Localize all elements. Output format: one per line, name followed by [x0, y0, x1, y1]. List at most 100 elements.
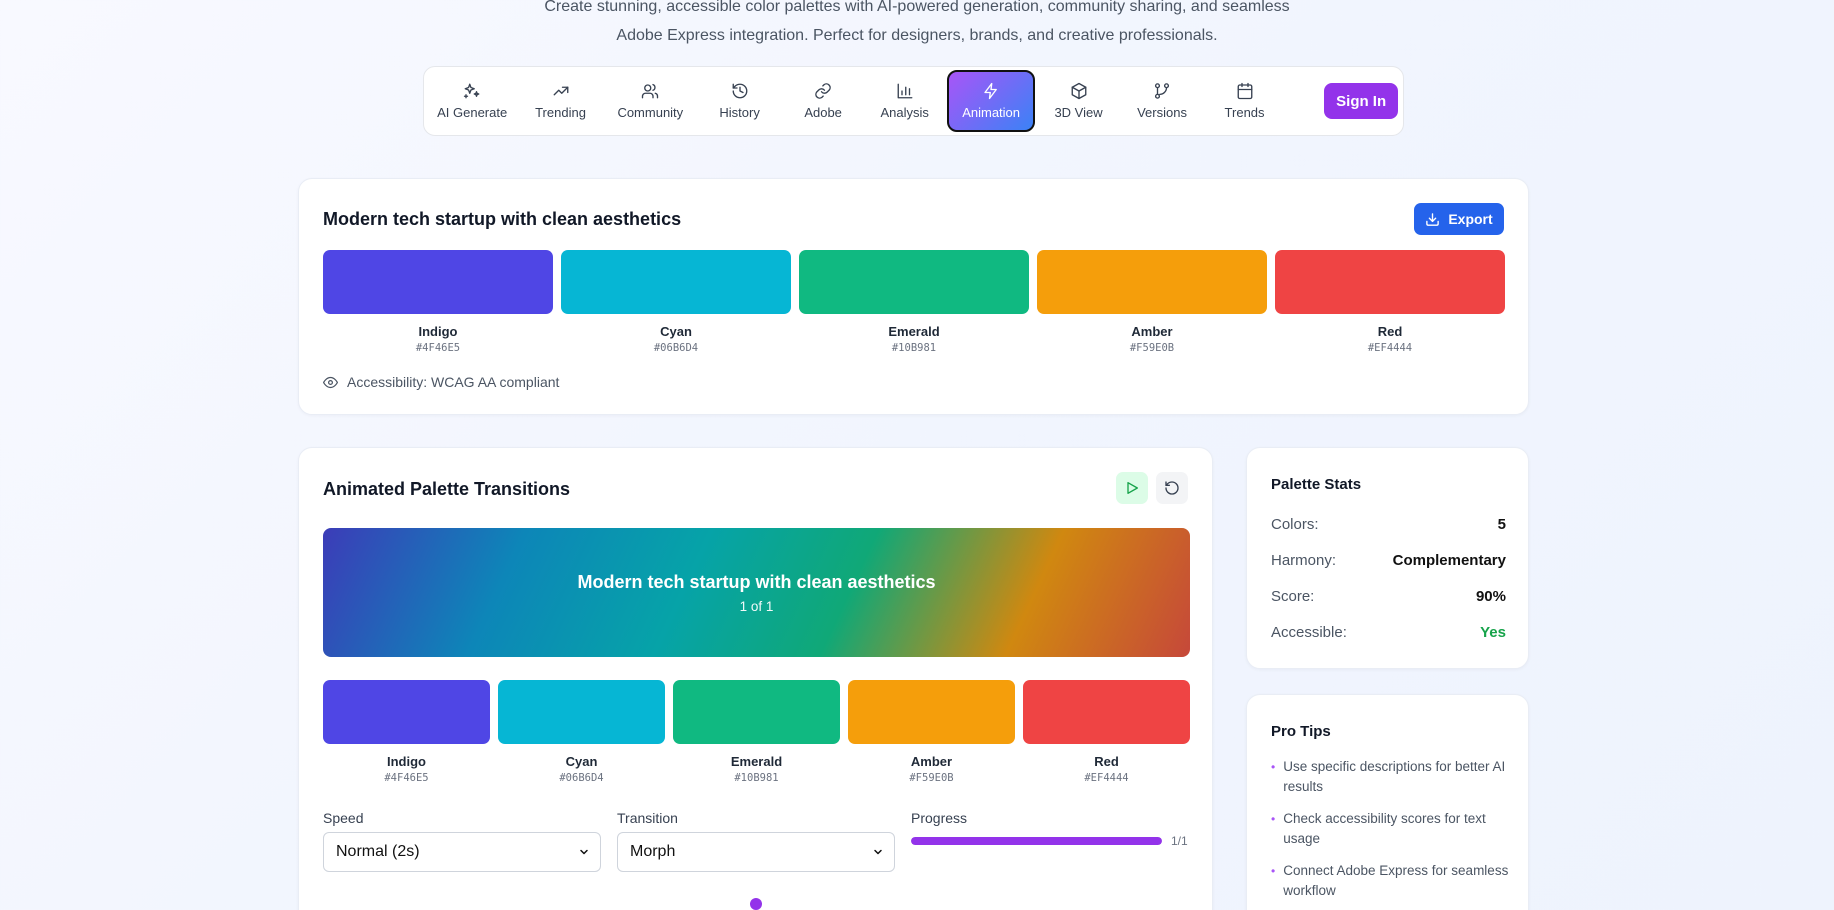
git-branch-icon [1154, 83, 1170, 99]
anim-swatch-indigo: Indigo #4F46E5 [323, 680, 490, 784]
sign-in-button[interactable]: Sign In [1324, 83, 1398, 119]
swatch-hex: #06B6D4 [653, 342, 699, 354]
animation-preview: Modern tech startup with clean aesthetic… [323, 528, 1190, 657]
swatch-emerald[interactable]: Emerald #10B981 [799, 250, 1029, 354]
nav-adobe[interactable]: Adobe [784, 70, 862, 132]
palette-swatches: Indigo #4F46E5 Cyan #06B6D4 Emerald #10B… [323, 250, 1505, 354]
transition-select[interactable]: Morph [617, 832, 895, 872]
swatch-block[interactable] [1037, 250, 1267, 314]
nav-label: Adobe [804, 105, 842, 120]
swatch-indigo[interactable]: Indigo #4F46E5 [323, 250, 553, 354]
users-icon [642, 83, 659, 99]
animation-title: Animated Palette Transitions [323, 479, 571, 499]
nav-animation[interactable]: Animation [947, 70, 1035, 132]
swatch-cyan[interactable]: Cyan #06B6D4 [561, 250, 791, 354]
export-label: Export [1448, 211, 1493, 227]
nav-ai-generate[interactable]: AI Generate [429, 70, 515, 132]
sparkles-icon [463, 83, 480, 99]
progress-bar [911, 837, 1162, 845]
play-button[interactable] [1116, 472, 1148, 504]
swatch-amber[interactable]: Amber #F59E0B [1037, 250, 1267, 354]
swatch-name: Cyan [565, 754, 598, 769]
intro-text: Create stunning, accessible color palett… [0, 0, 1834, 50]
animation-card: Animated Palette Transitions Modern tech… [298, 447, 1213, 910]
nav-trends[interactable]: Trends [1204, 70, 1285, 132]
swatch-block [848, 680, 1015, 744]
swatch-block [498, 680, 665, 744]
bullet-icon: • [1271, 760, 1276, 774]
anim-swatch-emerald: Emerald #10B981 [673, 680, 840, 784]
stats-card: Palette Stats Colors: 5 Harmony: Complem… [1246, 447, 1529, 669]
nav-history[interactable]: History [697, 70, 782, 132]
swatch-block[interactable] [561, 250, 791, 314]
swatch-hex: #F59E0B [909, 772, 954, 784]
swatch-hex: #10B981 [891, 342, 937, 354]
intro-line-2: Adobe Express integration. Perfect for d… [616, 27, 1218, 44]
nav-label: Versions [1137, 105, 1187, 120]
rotate-ccw-icon [1165, 481, 1179, 495]
progress-label: Progress [911, 810, 968, 826]
eye-icon [323, 376, 338, 388]
stat-key: Score: [1271, 588, 1315, 605]
nav-analysis[interactable]: Analysis [864, 70, 945, 132]
nav-versions[interactable]: Versions [1122, 70, 1202, 132]
swatch-name: Red [1094, 754, 1119, 769]
nav-trending[interactable]: Trending [517, 70, 603, 132]
swatch-name: Red [1377, 324, 1403, 339]
swatch-hex: #10B981 [734, 772, 779, 784]
stat-key: Accessible: [1271, 624, 1347, 641]
palette-title: Modern tech startup with clean aesthetic… [323, 209, 682, 229]
reset-button[interactable] [1156, 472, 1188, 504]
nav-label: Community [617, 105, 684, 120]
transition-value: Morph [630, 843, 676, 860]
stat-value: 5 [1497, 516, 1506, 533]
swatch-name: Cyan [660, 324, 692, 339]
anim-swatch-cyan: Cyan #06B6D4 [498, 680, 665, 784]
slide-indicator-dot[interactable] [750, 898, 762, 910]
tip-item: • Connect Adobe Express for seamless work… [1271, 861, 1511, 901]
cube-icon [1071, 82, 1086, 100]
speed-label: Speed [323, 810, 364, 826]
animation-swatches: Indigo #4F46E5 Cyan #06B6D4 Emerald #10B… [323, 680, 1190, 784]
tip-text: Use specific descriptions for better AI … [1283, 759, 1506, 794]
nav-label: AI Generate [437, 105, 508, 120]
play-icon [1127, 482, 1138, 494]
stat-value: Complementary [1392, 552, 1506, 569]
swatch-block[interactable] [323, 250, 553, 314]
nav-community[interactable]: Community [606, 70, 695, 132]
swatch-name: Indigo [387, 754, 426, 769]
tip-item: • Check accessibility scores for text usa… [1271, 809, 1511, 849]
anim-swatch-amber: Amber #F59E0B [848, 680, 1015, 784]
chevron-down-icon [874, 849, 882, 855]
nav-label: Trends [1224, 105, 1265, 120]
tips-title: Pro Tips [1271, 723, 1331, 740]
history-icon [732, 83, 748, 99]
swatch-block[interactable] [1275, 250, 1505, 314]
swatch-red[interactable]: Red #EF4444 [1275, 250, 1505, 354]
swatch-name: Indigo [418, 324, 458, 339]
nav-label: Animation [962, 105, 1021, 120]
swatch-hex: #4F46E5 [384, 772, 429, 784]
export-button[interactable]: Export [1414, 203, 1504, 235]
swatch-block[interactable] [799, 250, 1029, 314]
swatch-block [673, 680, 840, 744]
tips-list: • Use specific descriptions for better AI… [1271, 757, 1511, 910]
stat-row-harmony: Harmony: Complementary [1271, 552, 1506, 569]
preview-counter: 1 of 1 [739, 598, 774, 614]
progress-count: 1/1 [1171, 834, 1188, 848]
progress-fill [911, 837, 1162, 845]
bullet-icon: • [1271, 864, 1276, 878]
speed-select[interactable]: Normal (2s) [323, 832, 601, 872]
nav-3d-view[interactable]: 3D View [1037, 70, 1120, 132]
accessibility-note: Accessibility: WCAG AA compliant [323, 374, 559, 390]
swatch-block [323, 680, 490, 744]
chevron-down-icon [580, 849, 588, 855]
main-nav: AI Generate Trending Community History A… [423, 66, 1404, 136]
bullet-icon: • [1271, 812, 1276, 826]
swatch-hex: #EF4444 [1367, 342, 1413, 354]
stat-value: Yes [1480, 624, 1506, 641]
calendar-icon [1237, 82, 1252, 100]
trending-up-icon [553, 86, 568, 96]
intro-line-1: Create stunning, accessible color palett… [544, 0, 1290, 15]
anim-swatch-red: Red #EF4444 [1023, 680, 1190, 784]
